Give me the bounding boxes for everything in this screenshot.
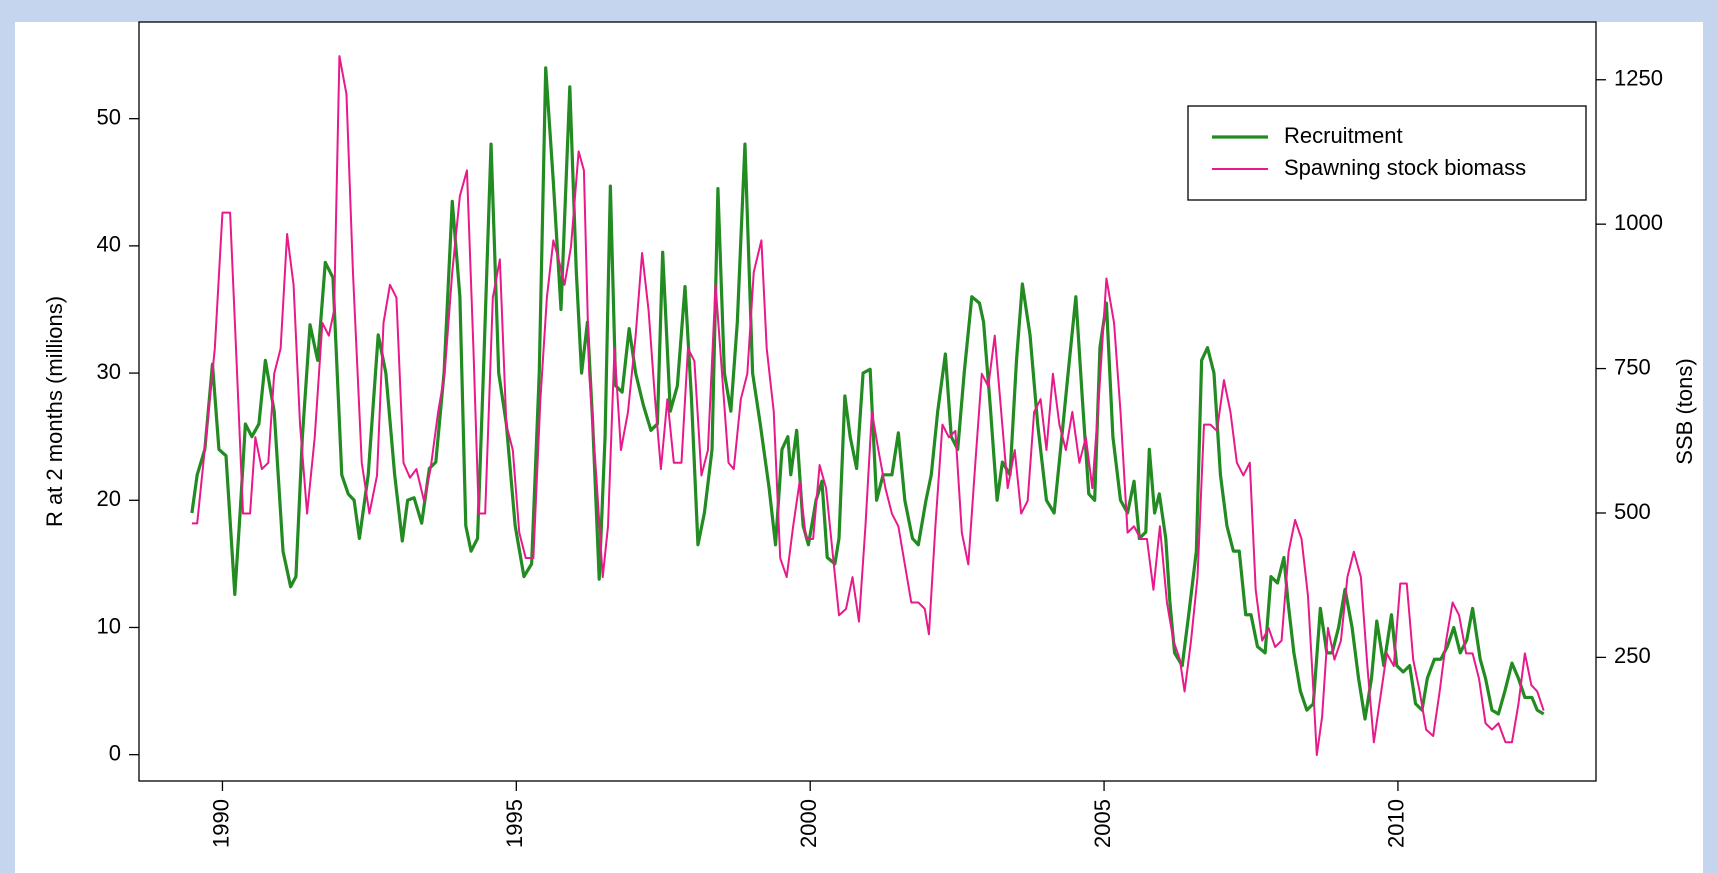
x-tick-label: 2010 bbox=[1384, 799, 1409, 848]
y2-axis-label: SSB (tons) bbox=[1672, 358, 1697, 464]
y-tick-label: 0 bbox=[109, 740, 121, 765]
legend-box bbox=[1187, 105, 1587, 201]
x-tick-label: 2005 bbox=[1090, 799, 1115, 848]
legend-label: Spawning stock biomass bbox=[1284, 155, 1526, 180]
y-axis-label: R at 2 months (millions) bbox=[42, 296, 67, 527]
y-tick-label: 10 bbox=[97, 613, 121, 638]
plot-box bbox=[138, 21, 1597, 782]
series-line bbox=[191, 55, 1545, 757]
x-tick-label: 1995 bbox=[502, 799, 527, 848]
y2-tick-label: 250 bbox=[1614, 643, 1651, 668]
y-tick-label: 50 bbox=[97, 104, 121, 129]
x-tick-label: 1990 bbox=[208, 799, 233, 848]
y-tick-label: 40 bbox=[97, 232, 121, 257]
x-tick-label: 2000 bbox=[796, 799, 821, 848]
y2-tick-label: 1000 bbox=[1614, 210, 1663, 235]
y2-tick-label: 500 bbox=[1614, 499, 1651, 524]
y2-tick-label: 750 bbox=[1614, 354, 1651, 379]
legend-label: Recruitment bbox=[1284, 123, 1403, 148]
y2-tick-label: 1250 bbox=[1614, 66, 1663, 91]
y-tick-label: 30 bbox=[97, 359, 121, 384]
y-tick-label: 20 bbox=[97, 486, 121, 511]
